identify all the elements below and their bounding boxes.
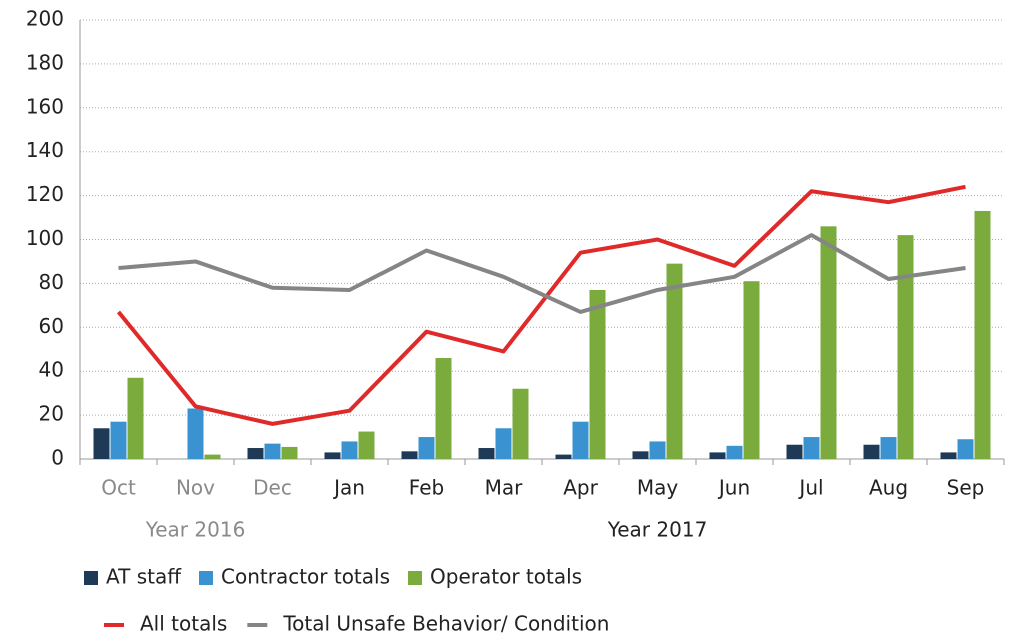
bar <box>187 408 204 459</box>
y-tick-label: 200 <box>26 7 64 31</box>
legend-swatch <box>199 571 213 585</box>
bar <box>880 437 897 459</box>
bar <box>632 451 649 459</box>
x-tick-label: Mar <box>485 476 524 500</box>
bar <box>589 289 606 459</box>
bar <box>341 441 358 459</box>
bar <box>478 448 495 459</box>
x-tick-label: Apr <box>563 476 598 500</box>
y-tick-label: 140 <box>26 138 64 162</box>
legend-label: All totals <box>140 612 227 636</box>
y-tick-label: 0 <box>51 446 64 470</box>
bar <box>418 437 435 459</box>
bar <box>358 431 375 459</box>
x-tick-label: Sep <box>947 476 985 500</box>
bar <box>110 421 127 459</box>
y-tick-label: 180 <box>26 50 64 74</box>
bar <box>435 358 452 459</box>
bar <box>127 377 144 459</box>
bar <box>803 437 820 459</box>
legend-label: AT staff <box>106 565 182 589</box>
bar <box>957 439 974 459</box>
bar <box>555 454 572 459</box>
bar <box>940 452 957 459</box>
bar <box>974 210 991 459</box>
bar <box>93 428 110 459</box>
x-tick-label: May <box>637 476 679 500</box>
x-tick-label: Dec <box>253 476 292 500</box>
y-tick-label: 80 <box>39 270 64 294</box>
legend-swatch <box>84 571 98 585</box>
y-tick-label: 60 <box>39 314 64 338</box>
x-tick-label: Feb <box>409 476 444 500</box>
bar <box>512 388 529 459</box>
line <box>116 184 966 426</box>
bar <box>204 454 221 459</box>
bar <box>264 443 281 459</box>
bar <box>786 444 803 459</box>
legend-label: Contractor totals <box>221 565 390 589</box>
legend-label: Total Unsafe Behavior/ Condition <box>282 612 609 636</box>
bar <box>820 226 837 459</box>
bar <box>897 235 914 459</box>
x-tick-label: Aug <box>869 476 908 500</box>
x-tick-label: Jun <box>717 476 750 500</box>
x-tick-label: Jan <box>332 476 365 500</box>
legend-swatch <box>408 571 423 585</box>
bar <box>247 448 264 459</box>
bar <box>649 441 666 459</box>
x-tick-label: Nov <box>176 476 215 500</box>
bar <box>743 281 760 459</box>
y-tick-label: 120 <box>26 182 64 206</box>
bar <box>666 263 683 459</box>
bar <box>863 444 880 459</box>
x-tick-label: Jul <box>797 476 823 500</box>
y-tick-label: 160 <box>26 94 64 118</box>
bar <box>401 451 418 459</box>
y-tick-label: 20 <box>39 402 64 426</box>
legend-label: Operator totals <box>430 565 582 589</box>
y-tick-label: 40 <box>39 358 64 382</box>
bar <box>709 452 726 459</box>
bar <box>726 445 743 459</box>
group-label: Year 2017 <box>607 518 708 542</box>
bar <box>572 421 589 459</box>
bar <box>281 446 298 459</box>
group-label: Year 2016 <box>145 518 246 542</box>
bar <box>324 452 341 459</box>
x-tick-label: Oct <box>101 476 136 500</box>
line <box>118 233 966 314</box>
bar <box>495 428 512 459</box>
y-tick-label: 100 <box>26 226 64 250</box>
